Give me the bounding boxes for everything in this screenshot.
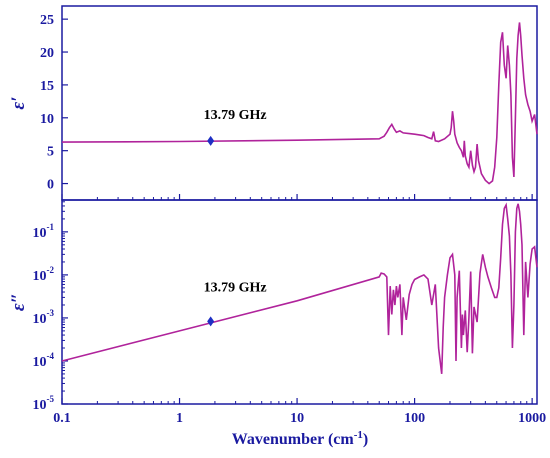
bottom-y-tick-label: 10-5: [33, 394, 55, 413]
x-tick-label: 0.1: [53, 411, 71, 426]
x-tick-label: 100: [404, 411, 425, 426]
top-y-axis-label: ε′: [8, 96, 29, 109]
bottom-y-tick-label: 10-2: [33, 265, 55, 284]
x-axis-label: Wavenumber (cm-1): [232, 429, 368, 448]
top-y-tick-label: 15: [40, 79, 54, 94]
top-marker-13-79-ghz: [207, 135, 215, 146]
top-panel: 0 5 10 15 20 25 13.79 GHz ε′: [8, 5, 538, 201]
bottom-marker-13-79-ghz: [207, 316, 215, 327]
top-y-tick-label: 5: [47, 145, 54, 160]
top-y-tick-label: 25: [40, 13, 54, 28]
x-tick-label: 10: [290, 411, 304, 426]
bottom-y-tick-label: 10-1: [33, 222, 55, 241]
epsilon-prime-series-line: [61, 22, 538, 185]
bottom-panel: 10-5 10-4 10-3 10-2 10-1 0.1 1 10 100 1000 13.79…: [8, 194, 546, 448]
bottom-annotation: 13.79 GHz: [204, 280, 267, 295]
x-tick-label: 1: [176, 411, 183, 426]
top-y-tick-label: 0: [47, 178, 54, 193]
top-y-ticks: 0 5 10 15 20 25: [40, 13, 68, 193]
x-ticks: 0.1 1 10 100 1000: [53, 194, 546, 426]
bottom-plot-frame: [61, 199, 538, 405]
bottom-y-tick-label: 10-3: [33, 308, 55, 327]
top-plot-frame: [61, 5, 538, 201]
top-annotation: 13.79 GHz: [204, 108, 267, 123]
top-y-tick-label: 20: [40, 46, 54, 61]
epsilon-double-prime-series-line: [61, 202, 538, 374]
top-y-tick-label: 10: [40, 112, 54, 127]
bottom-y-ticks: 10-5 10-4 10-3 10-2 10-1: [33, 201, 68, 413]
bottom-y-axis-label: ε″: [8, 293, 29, 311]
bottom-y-tick-label: 10-4: [33, 351, 55, 370]
x-tick-label: 1000: [518, 411, 546, 426]
